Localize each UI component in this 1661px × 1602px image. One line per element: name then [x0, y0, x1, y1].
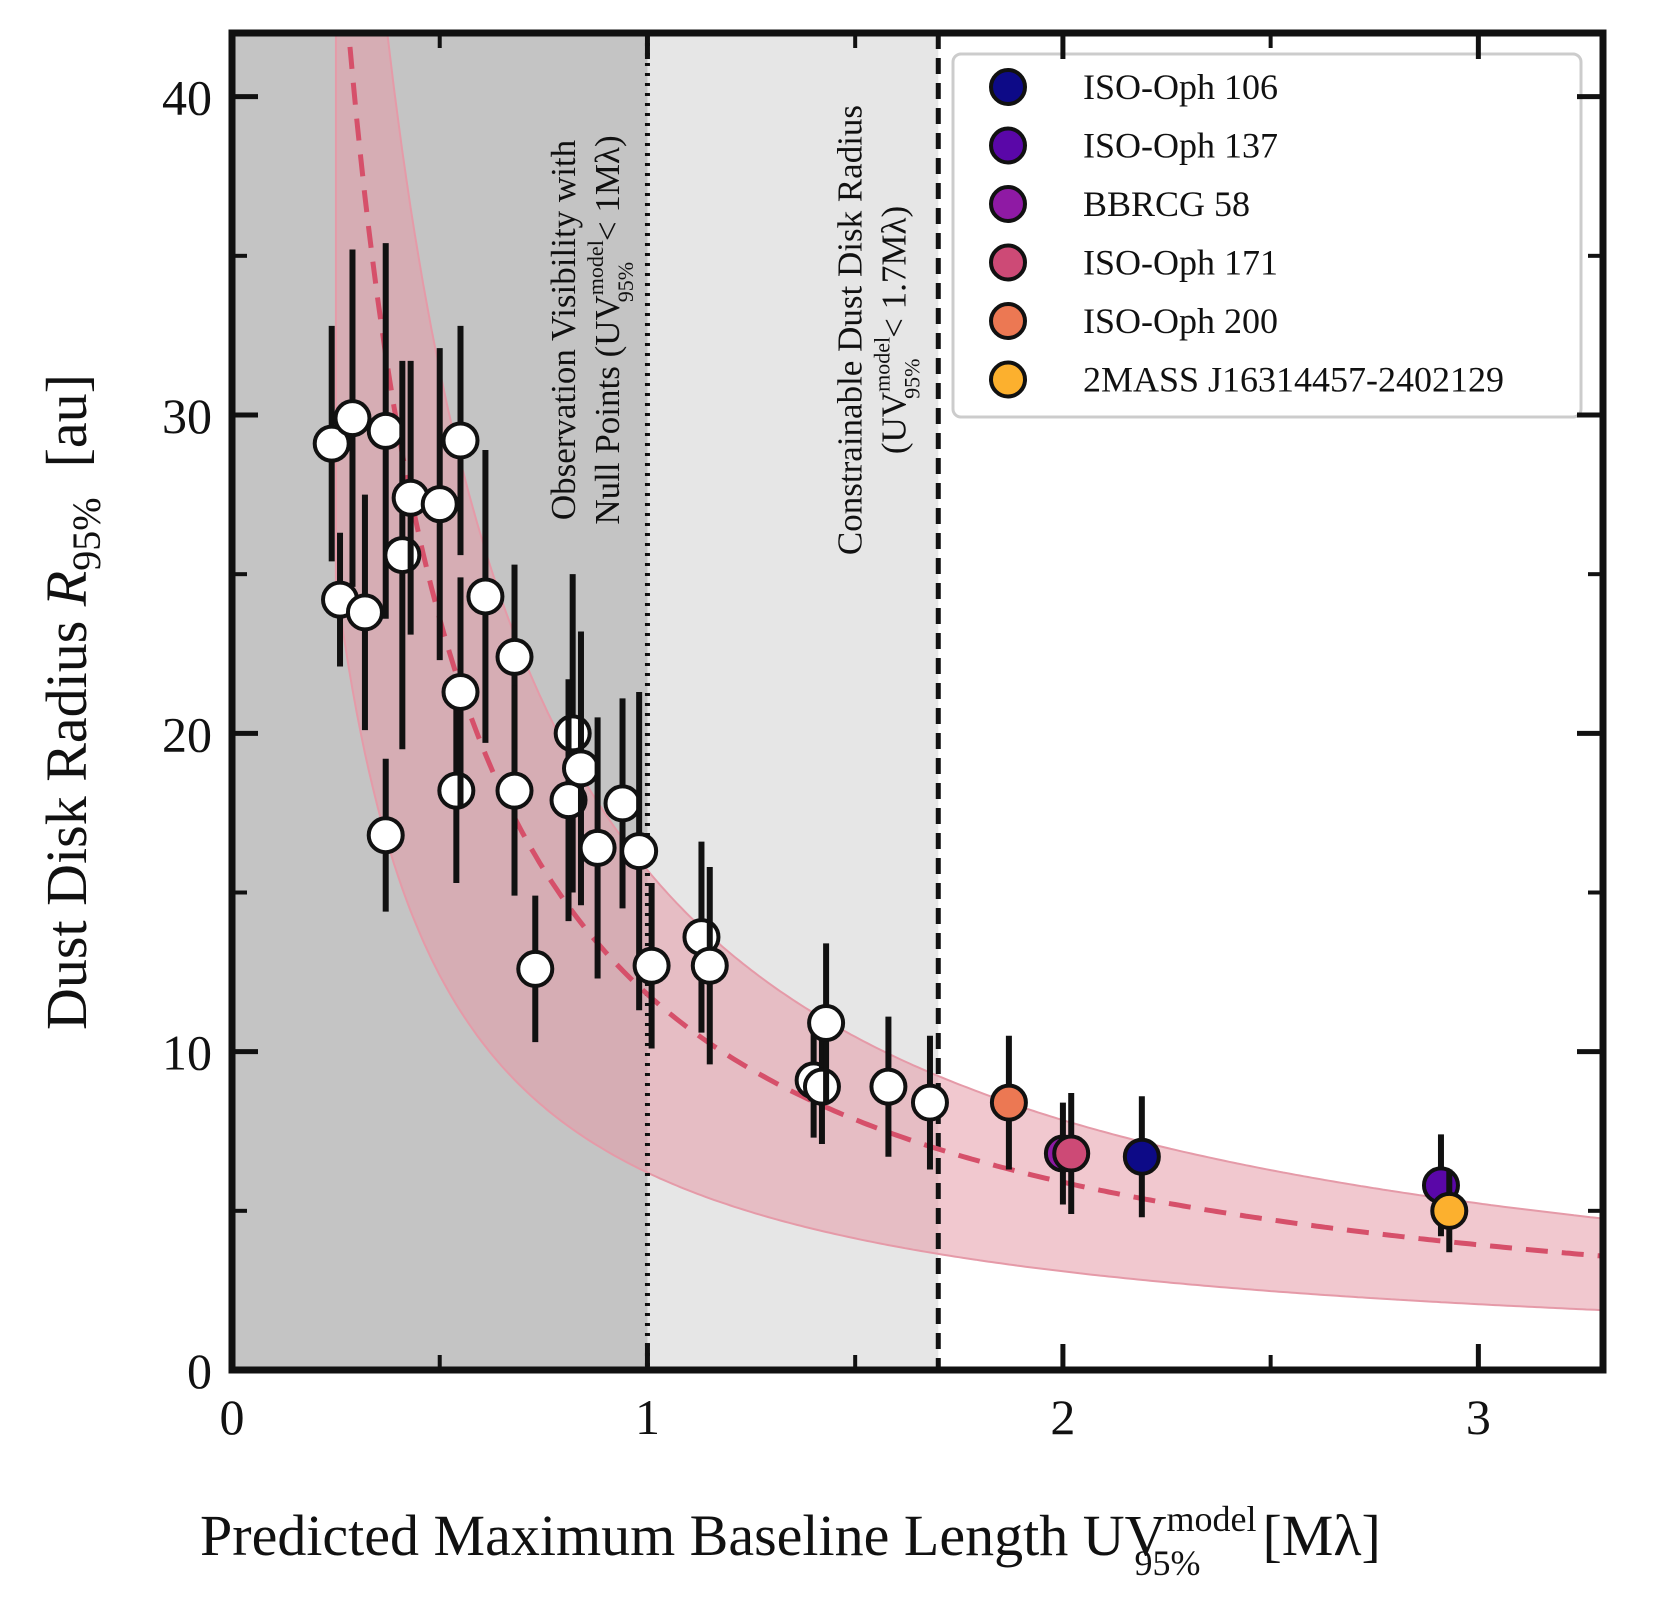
y-axis-label: Dust Disk Radius R95%[au]	[34, 374, 109, 1030]
data-point	[420, 485, 459, 524]
annotations: Observation Visibility with Null Points (…	[544, 105, 925, 555]
data-point	[620, 832, 659, 871]
data-point	[383, 536, 422, 575]
data-point	[807, 1004, 846, 1043]
data-point	[553, 714, 592, 753]
constrainable-annotation-line2: (UVmodel 95% < 1.7Mλ)	[870, 206, 925, 454]
data-point	[603, 784, 642, 823]
legend-marker-bbrcg-58	[989, 185, 1027, 223]
legend-label-iso-oph-200: ISO-Oph 200	[1083, 301, 1278, 341]
null-points-annotation: Observation Visibility with Null Points (…	[544, 135, 638, 524]
data-point	[441, 421, 480, 460]
data-point	[910, 1083, 949, 1122]
data-point	[1430, 1191, 1469, 1230]
null-points-annotation-line1: Observation Visibility with	[544, 139, 583, 520]
fit-line	[346, 33, 1603, 1259]
legend-marker-2mass-j16314457-2402129	[989, 360, 1027, 399]
data-point	[989, 1083, 1028, 1122]
legend: ISO-Oph 106 ISO-Oph 137 BBRCG 58 ISO-Oph 17…	[951, 52, 1583, 419]
x-tick-label: 2	[1050, 1389, 1075, 1445]
x-tick-label: 0	[220, 1389, 245, 1445]
y-tick-label: 40	[162, 70, 212, 126]
constrainable-annotation: Constrainable Dust Disk Radius (UVmodel 95…	[831, 105, 925, 555]
y-tick-label: 10	[162, 1025, 212, 1081]
series-iso-oph-200	[989, 1035, 1028, 1170]
legend-marker-iso-oph-171	[989, 243, 1027, 282]
x-axis-title: Predicted Maximum Baseline Length UVmode…	[200, 1499, 1381, 1583]
series-sample-disks	[312, 243, 949, 1170]
data-point	[495, 771, 534, 810]
data-point	[333, 399, 372, 438]
x-tick-label: 3	[1466, 1389, 1491, 1445]
legend-label-bbrcg-58: BBRCG 58	[1083, 184, 1250, 224]
y-tick-label: 0	[187, 1343, 212, 1399]
data-points	[312, 243, 1469, 1253]
data-point	[516, 949, 555, 988]
data-point	[437, 771, 476, 810]
data-point	[312, 424, 351, 463]
data-point	[869, 1067, 908, 1106]
legend-marker-iso-oph-200	[989, 302, 1027, 340]
series-iso-oph-171	[1052, 1093, 1091, 1215]
x-tick-label: 1	[635, 1389, 660, 1445]
data-point	[441, 672, 480, 711]
data-point	[366, 411, 405, 450]
y-tick-label: 20	[162, 706, 212, 762]
data-point	[578, 828, 617, 867]
plot-frame	[228, 29, 1607, 1374]
series-2mass-j16314457-2402129	[1430, 1169, 1469, 1253]
data-point	[690, 946, 729, 985]
legend-marker-iso-oph-106	[989, 68, 1027, 106]
legend-box	[951, 52, 1583, 419]
data-point	[345, 593, 384, 632]
data-point	[802, 1067, 841, 1106]
y-tick-label: 30	[162, 388, 212, 444]
legend-label-iso-oph-137: ISO-Oph 137	[1083, 126, 1278, 166]
fit-curve	[346, 33, 1603, 1259]
data-point	[1122, 1137, 1161, 1176]
data-point	[466, 577, 505, 616]
y-axis-title: Dust Disk Radius R95%[au]	[34, 374, 109, 1030]
data-point	[495, 637, 534, 676]
null-points-annotation-line2: Null Points (UVmodel 95% < 1Mλ)	[583, 135, 638, 524]
data-point	[632, 946, 671, 985]
legend-label-iso-oph-171: ISO-Oph 171	[1083, 243, 1278, 283]
data-point	[561, 749, 600, 788]
legend-label-2mass-j16314457-2402129: 2MASS J16314457-2402129	[1083, 360, 1504, 400]
constrainable-annotation-line1: Constrainable Dust Disk Radius	[831, 105, 870, 555]
x-axis-label: Predicted Maximum Baseline Length UVmode…	[200, 1499, 1381, 1583]
series-iso-oph-106	[1122, 1096, 1161, 1218]
data-point	[366, 816, 405, 855]
legend-marker-iso-oph-137	[989, 126, 1027, 165]
data-point	[549, 781, 588, 820]
data-point	[1052, 1134, 1091, 1173]
legend-label-iso-oph-106: ISO-Oph 106	[1083, 67, 1278, 107]
